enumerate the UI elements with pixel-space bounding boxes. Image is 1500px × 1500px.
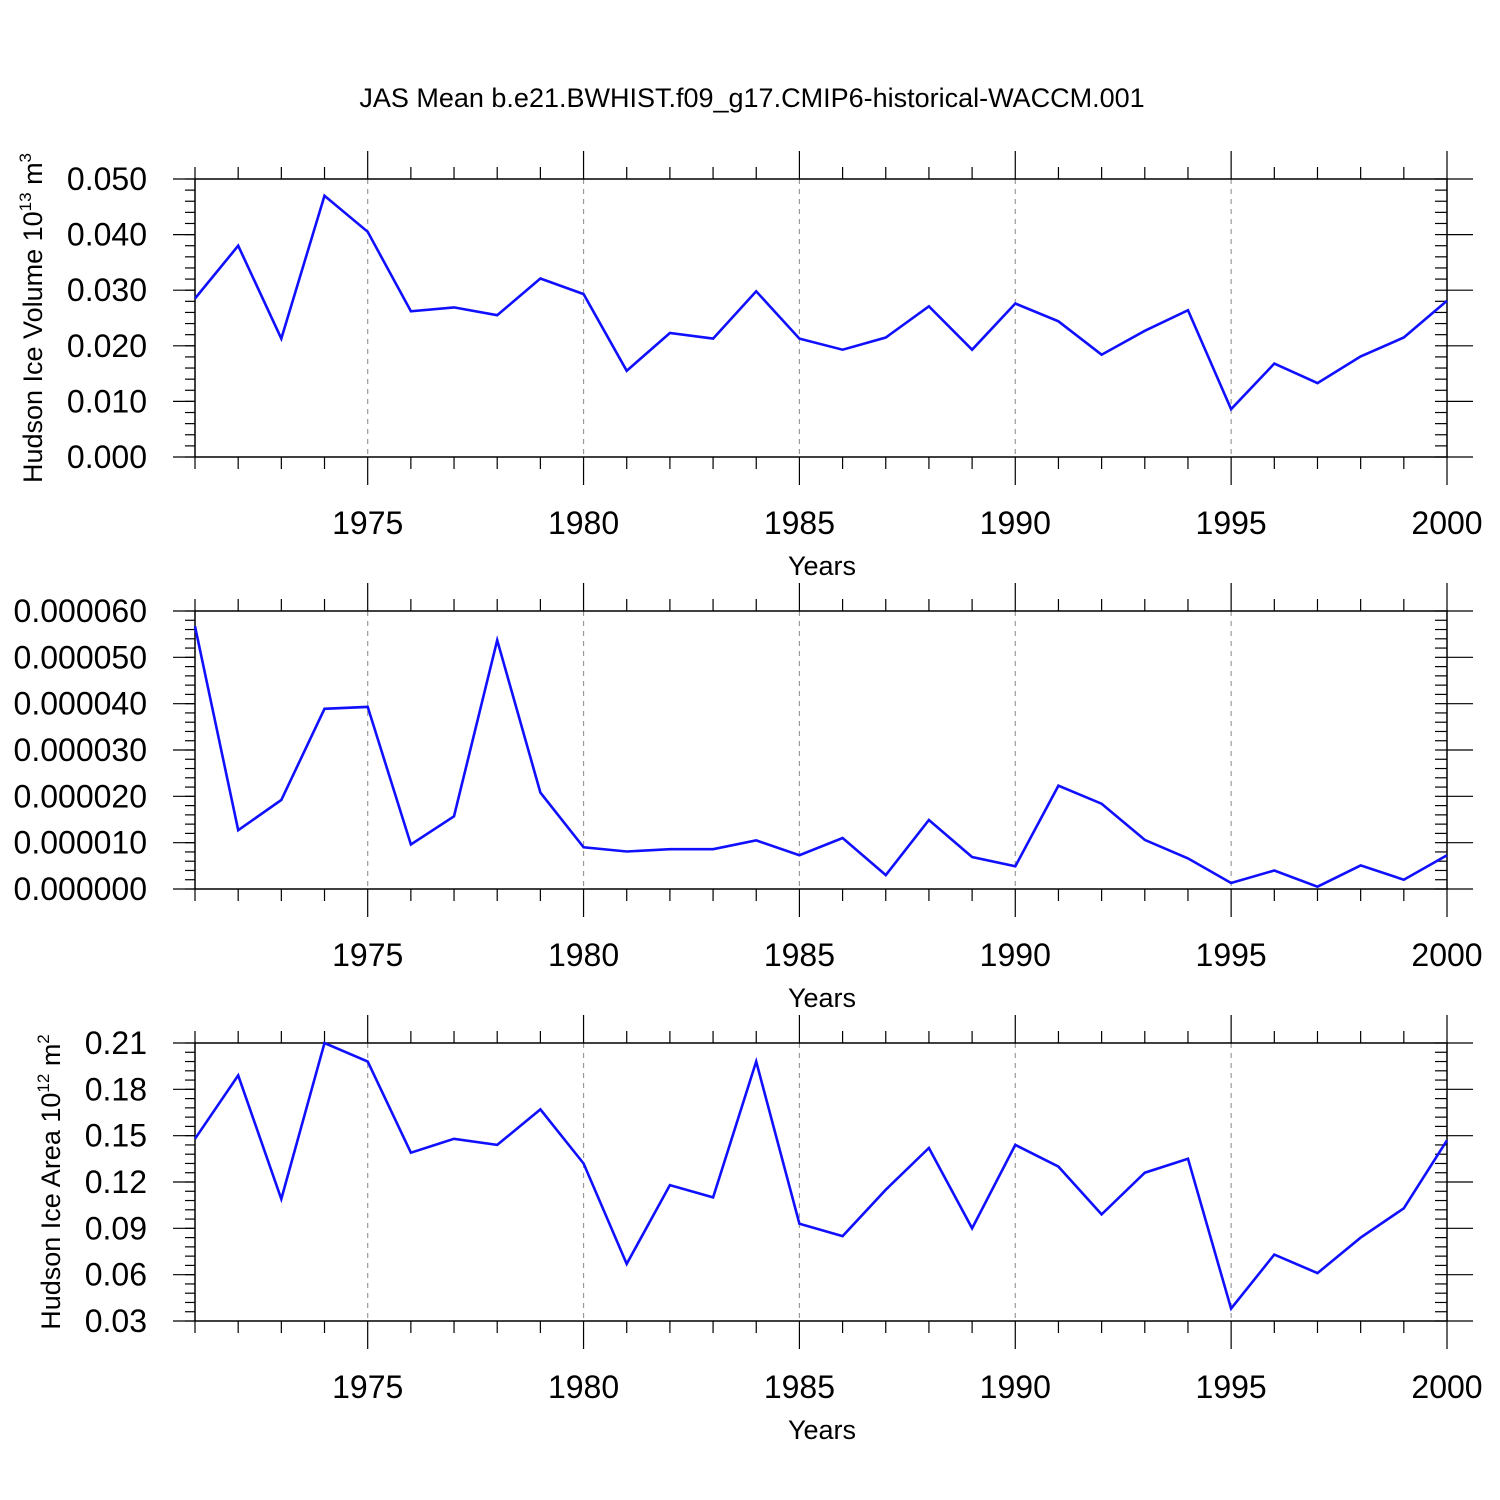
- y-axis-label-unit: m: [36, 1044, 66, 1074]
- y-tick-label: 0.050: [67, 161, 147, 197]
- y-axis-label-base: Hudson Ice Volume 10: [18, 211, 48, 483]
- x-tick-label: 1975: [332, 505, 403, 541]
- y-axis-label: Hudson Ice Area 1012 m2: [34, 1034, 66, 1330]
- y-axis-label-unit: m: [18, 162, 48, 192]
- x-tick-label: 2000: [1411, 937, 1482, 973]
- x-tick-label: 1995: [1196, 937, 1267, 973]
- x-tick-label: 1975: [332, 1369, 403, 1405]
- y-tick-label: 0.000020: [14, 778, 147, 814]
- series-line-area: [193, 1041, 1449, 1312]
- x-tick-label: 1995: [1196, 505, 1267, 541]
- y-tick-label: 0.010: [67, 383, 147, 419]
- series-line-middle: [193, 626, 1448, 889]
- y-axis-label-base: Hudson Ice Area 10: [36, 1093, 66, 1330]
- x-axis-label: Years: [788, 551, 856, 581]
- y-tick-label: 0.06: [85, 1257, 147, 1293]
- y-axis-label: Hudson Ice Volume 1013 m3: [16, 153, 48, 483]
- y-tick-label: 0.18: [85, 1071, 147, 1107]
- plot-frame: [194, 178, 1448, 458]
- x-axis-label: Years: [788, 983, 856, 1013]
- x-tick-label: 1980: [548, 937, 619, 973]
- y-tick-label: 0.000050: [14, 639, 147, 675]
- x-tick-label: 1985: [764, 937, 835, 973]
- panel-volume: 1975 1980 1985 1990 1995 2000 Years 0.000 0.010 0…: [16, 151, 1483, 581]
- y-tick-label: 0.03: [85, 1303, 147, 1339]
- y-tick-label: 0.040: [67, 217, 147, 253]
- x-tick-label: 1980: [548, 1369, 619, 1405]
- y-tick-label: 0.000040: [14, 686, 147, 722]
- y-axis-label-unit-exp: 2: [34, 1034, 53, 1043]
- y-tick-label: 0.000030: [14, 732, 147, 768]
- series-line-volume: [193, 193, 1448, 412]
- y-tick-label: 0.21: [85, 1025, 147, 1061]
- x-tick-label: 2000: [1411, 1369, 1482, 1405]
- x-tick-label: 1990: [980, 505, 1051, 541]
- y-tick-label: 0.09: [85, 1210, 147, 1246]
- chart-title: JAS Mean b.e21.BWHIST.f09_g17.CMIP6-hist…: [359, 83, 1144, 113]
- y-tick-label: 0.000060: [14, 593, 147, 629]
- y-axis-label-exp: 12: [34, 1074, 53, 1093]
- y-tick-label: 0.000000: [14, 871, 147, 907]
- x-tick-label: 1975: [332, 937, 403, 973]
- x-tick-label: 1990: [980, 1369, 1051, 1405]
- x-tick-label: 2000: [1411, 505, 1482, 541]
- panel-area: 1975 1980 1985 1990 1995 2000 Years 0.03 0.06 0.0…: [34, 1015, 1483, 1445]
- y-tick-label: 0.000: [67, 439, 147, 475]
- y-axis-label-unit-exp: 3: [16, 153, 35, 162]
- x-tick-label: 1985: [764, 505, 835, 541]
- x-axis-label: Years: [788, 1415, 856, 1445]
- x-tick-label: 1990: [980, 937, 1051, 973]
- x-tick-label: 1995: [1196, 1369, 1267, 1405]
- y-tick-label: 0.000010: [14, 825, 147, 861]
- y-axis-label-exp: 13: [16, 192, 35, 211]
- y-tick-label: 0.12: [85, 1164, 147, 1200]
- x-tick-label: 1985: [764, 1369, 835, 1405]
- x-tick-label: 1980: [548, 505, 619, 541]
- y-tick-label: 0.15: [85, 1118, 147, 1154]
- panel-middle: 1975 1980 1985 1990 1995 2000 Years 0.000000 0.0…: [14, 583, 1483, 1013]
- panels: 1975 1980 1985 1990 1995 2000 Years 0.000 0.010 0…: [14, 151, 1483, 1445]
- y-tick-label: 0.020: [67, 328, 147, 364]
- y-tick-label: 0.030: [67, 272, 147, 308]
